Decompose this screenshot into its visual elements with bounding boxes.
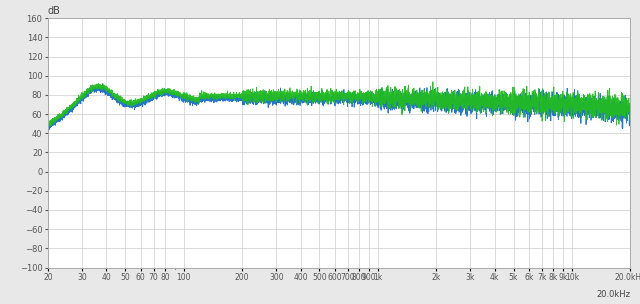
Text: 20.0kHz: 20.0kHz (596, 290, 630, 299)
Text: dB: dB (48, 6, 61, 16)
